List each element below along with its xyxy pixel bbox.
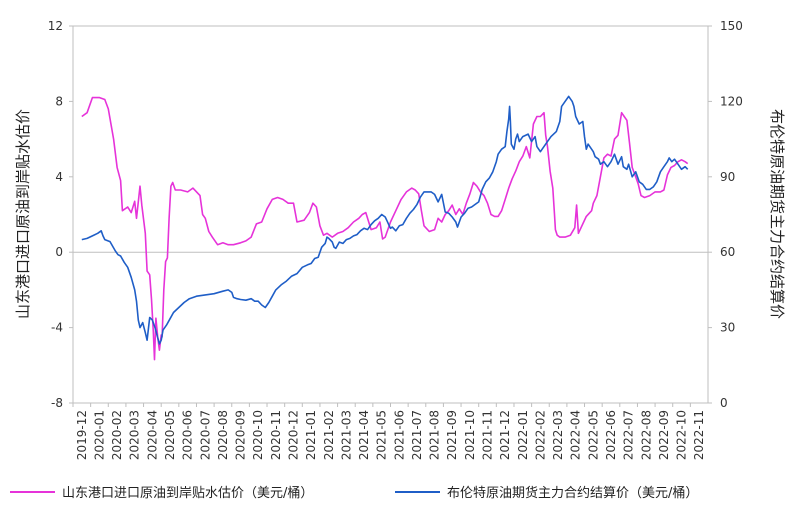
right-tick-label: 60: [720, 245, 735, 259]
x-tick-label: 2022-03: [551, 410, 565, 460]
x-tick-label: 2022-06: [604, 410, 618, 460]
legend: 山东港口进口原油到岸贴水估价（美元/桶） 布伦特原油期货主力合约结算价（美元/桶）: [10, 485, 698, 501]
x-tick-label: 2020-05: [163, 410, 177, 460]
x-tick-label: 2020-12: [286, 410, 300, 460]
x-tick-label: 2020-04: [145, 410, 159, 460]
x-tick-label: 2022-04: [569, 410, 583, 460]
x-tick-label: 2020-06: [181, 410, 195, 460]
x-tick-label: 2022-11: [692, 410, 706, 460]
x-tick-label: 2021-12: [498, 410, 512, 460]
x-tick-label: 2021-02: [322, 410, 336, 460]
right-tick-label: 30: [720, 321, 735, 335]
x-tick-label: 2022-10: [675, 410, 689, 460]
left-tick-label: -8: [51, 396, 63, 410]
left-axis-title: 山东港口进口原油到岸贴水估价: [14, 109, 32, 319]
left-tick-label: 0: [55, 245, 63, 259]
left-tick-label: -4: [51, 321, 63, 335]
x-tick-label: 2022-07: [622, 410, 636, 460]
x-tick-label: 2021-01: [304, 410, 318, 460]
left-tick-label: 4: [55, 170, 63, 184]
x-tick-label: 2022-05: [586, 410, 600, 460]
x-tick-label: 2022-08: [639, 410, 653, 460]
left-tick-label: 12: [48, 19, 63, 33]
legend-label-2: 布伦特原油期货主力合约结算价（美元/桶）: [447, 485, 698, 501]
legend-label-1: 山东港口进口原油到岸贴水估价（美元/桶）: [62, 486, 313, 501]
right-tick-label: 150: [720, 19, 743, 33]
series-line-1: [81, 96, 689, 361]
x-tick-label: 2021-04: [357, 410, 371, 460]
x-tick-label: 2020-03: [128, 410, 142, 460]
x-tick-label: 2020-08: [216, 410, 230, 460]
x-tick-label: 2021-05: [375, 410, 389, 460]
x-tick-label: 2021-10: [463, 410, 477, 460]
x-tick-label: 2022-01: [516, 410, 530, 460]
x-tick-label: 2022-02: [533, 410, 547, 460]
series-line-2: [81, 95, 689, 345]
x-tick-label: 2021-07: [410, 410, 424, 460]
x-tick-label: 2021-08: [428, 410, 442, 460]
right-axis-ticks: 150 120 90 60 30 0: [708, 19, 743, 410]
left-axis-ticks: 12 8 4 0 -4 -8: [48, 19, 73, 410]
x-tick-label: 2020-07: [198, 410, 212, 460]
x-axis-ticks: 2019-12 2020-01 2020-02 2020-03 2020-04 2020-…: [72, 403, 706, 460]
x-tick-label: 2020-11: [269, 410, 283, 460]
right-tick-label: 120: [720, 94, 743, 108]
x-tick-label: 2021-03: [339, 410, 353, 460]
x-tick-label: 2019-12: [75, 410, 89, 460]
x-tick-label: 2020-01: [92, 410, 106, 460]
x-tick-label: 2020-09: [234, 410, 248, 460]
x-tick-label: 2021-09: [445, 410, 459, 460]
x-tick-label: 2021-06: [392, 410, 406, 460]
left-tick-label: 8: [55, 94, 63, 108]
right-axis-title: 布伦特原油期货主力合约结算价: [768, 109, 786, 319]
x-tick-label: 2022-09: [657, 410, 671, 460]
right-tick-label: 90: [720, 170, 735, 184]
x-tick-label: 2021-11: [481, 410, 495, 460]
right-tick-label: 0: [720, 396, 728, 410]
x-tick-label: 2020-10: [251, 410, 265, 460]
x-tick-label: 2020-02: [110, 410, 124, 460]
series-layer: [81, 95, 689, 361]
